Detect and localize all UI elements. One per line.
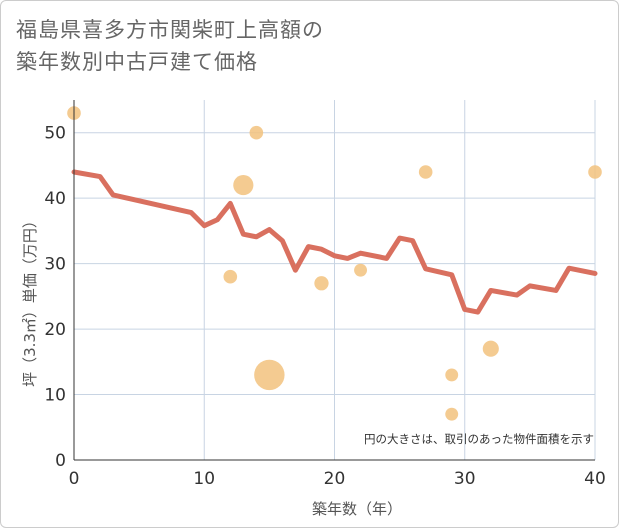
scatter-point-6 — [354, 263, 368, 277]
scatter-point-1 — [223, 269, 238, 284]
y-tick-label-50: 50 — [44, 124, 66, 144]
x-tick-label-20: 20 — [324, 469, 346, 489]
x-tick-label-30: 30 — [454, 469, 476, 489]
grid-lines — [74, 100, 596, 460]
x-axis-label: 築年数（年） — [312, 500, 402, 518]
scatter-series — [67, 106, 602, 421]
x-tick-label-40: 40 — [584, 469, 606, 489]
scatter-point-9 — [445, 407, 459, 421]
scatter-point-5 — [314, 276, 329, 291]
y-tick-label-30: 30 — [44, 255, 66, 275]
y-tick-label-0: 0 — [55, 451, 66, 471]
scatter-point-4 — [254, 359, 285, 391]
scatter-point-8 — [445, 368, 459, 382]
tick-labels: 0 10 20 30 40 0 10 20 30 40 50 — [44, 124, 605, 489]
y-axis-label: 坪（3.3㎡）単価（万円） — [21, 213, 39, 387]
y-tick-label-40: 40 — [44, 189, 66, 209]
x-tick-label-0: 0 — [69, 469, 80, 489]
bubble-size-note: 円の大きさは、取引のあった物件面積を示す — [364, 432, 594, 446]
scatter-point-10 — [482, 340, 499, 357]
scatter-point-2 — [233, 175, 254, 196]
trend-line-series — [71, 169, 598, 315]
chart-title: 福島県喜多方市関柴町上高額の 築年数別中古戸建て価格 — [16, 14, 324, 78]
axes — [73, 100, 595, 461]
y-tick-label-10: 10 — [44, 386, 66, 406]
chart-title-line-1: 福島県喜多方市関柴町上高額の — [16, 18, 324, 42]
trend-line — [71, 169, 598, 315]
chart-title-line-2: 築年数別中古戸建て価格 — [16, 50, 258, 74]
scatter-point-7 — [418, 165, 433, 179]
x-tick-label-10: 10 — [193, 469, 215, 489]
scatter-point-3 — [249, 125, 264, 140]
scatter-point-11 — [588, 165, 602, 179]
y-tick-label-20: 20 — [44, 320, 66, 340]
